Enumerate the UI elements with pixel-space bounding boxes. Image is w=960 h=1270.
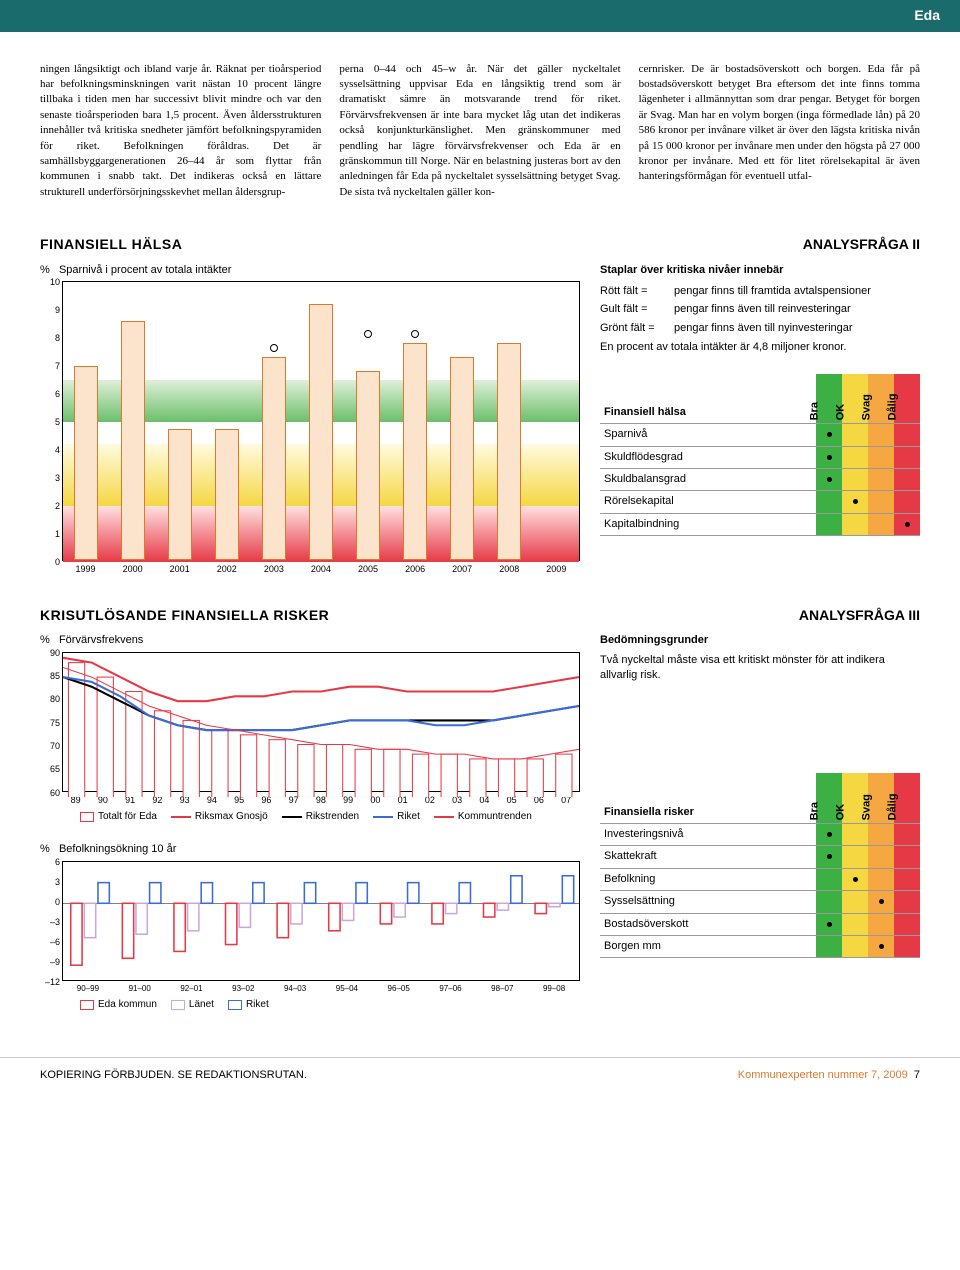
rating1-title: Finansiell hälsa <box>600 374 816 424</box>
footer-left: KOPIERING FÖRBJUDEN. SE REDAKTIONSRUTAN. <box>40 1068 307 1083</box>
rating-row: Rörelsekapital <box>600 491 920 513</box>
body-text-columns: ningen långsiktigt och ibland varje år. … <box>40 62 920 201</box>
legend-item: Länet <box>171 998 214 1012</box>
chart3-title: Befolkningsökning 10 år <box>59 843 176 855</box>
chart3 <box>62 861 580 981</box>
chart1 <box>62 281 580 561</box>
info1-row: Rött fält =pengar finns till framtida av… <box>600 284 920 299</box>
chart1-bar <box>168 429 192 560</box>
body-col-3: cernrisker. De är bostadsöverskott och b… <box>639 62 920 201</box>
info3-heading: Bedömningsgrunder <box>600 633 920 648</box>
rating-row: Kapitalbindning <box>600 513 920 535</box>
chart1-bar <box>403 343 427 560</box>
section-2-header: FINANSIELL HÄLSA ANALYSFRÅGA II <box>40 220 920 263</box>
info1-note: En procent av totala intäkter är 4,8 mil… <box>600 340 920 355</box>
chart1-title: Sparnivå i procent av totala intäkter <box>59 264 231 276</box>
chart1-bar <box>121 321 145 560</box>
rating-row: Skuldbalansgrad <box>600 468 920 490</box>
info1-heading: Staplar över kritiska nivåer innebär <box>600 263 920 278</box>
chart2-title: Förvärvsfrekvens <box>59 634 143 646</box>
chart1-ylabel: % <box>40 264 50 276</box>
rating-row: Sparnivå <box>600 424 920 446</box>
chart1-bar <box>309 304 333 560</box>
ratings-table-1: Finansiell hälsa Bra OK Svag Dålig Sparn… <box>600 374 920 536</box>
info3-text: Två nyckeltal måste visa ett kritiskt mö… <box>600 653 920 684</box>
chart2 <box>62 652 580 792</box>
legend-item: Riket <box>228 998 269 1012</box>
chart1-bar <box>74 366 98 561</box>
rating-row: Borgen mm <box>600 935 920 957</box>
section-3-label: ANALYSFRÅGA III <box>799 606 920 626</box>
chart2-ylabel: % <box>40 634 50 646</box>
ratings-table-2: Finansiella risker Bra OK Svag Dålig Inv… <box>600 773 920 958</box>
legend-item: Riket <box>373 810 420 824</box>
legend-item: Totalt för Eda <box>80 810 157 824</box>
chart1-bar <box>497 343 521 560</box>
footer-right: Kommunexperten nummer 7, 2009 7 <box>738 1068 920 1083</box>
chart3-ylabel: % <box>40 843 50 855</box>
legend-item: Eda kommun <box>80 998 157 1012</box>
section-3-header: KRISUTLÖSANDE FINANSIELLA RISKER ANALYSF… <box>40 591 920 634</box>
body-col-2: perna 0–44 och 45–w år. När det gäller n… <box>339 62 620 201</box>
chart1-bar <box>356 371 380 560</box>
rating-row: Befolkning <box>600 868 920 890</box>
chart1-bar <box>262 357 286 560</box>
chart1-bar <box>215 429 239 560</box>
header-title: Eda <box>914 7 940 23</box>
rating-row: Sysselsättning <box>600 891 920 913</box>
chart1-bar <box>450 357 474 560</box>
section-3-title: KRISUTLÖSANDE FINANSIELLA RISKER <box>40 606 329 626</box>
info1-row: Gult fält =pengar finns även till reinve… <box>600 302 920 317</box>
rating-row: Skuldflödesgrad <box>600 446 920 468</box>
body-col-1: ningen långsiktigt och ibland varje år. … <box>40 62 321 201</box>
legend-item: Kommuntrenden <box>434 810 532 824</box>
rating-row: Skattekraft <box>600 846 920 868</box>
section-2-label: ANALYSFRÅGA II <box>803 235 920 255</box>
section-2-title: FINANSIELL HÄLSA <box>40 235 182 255</box>
rating-row: Investeringsnivå <box>600 823 920 845</box>
page-footer: KOPIERING FÖRBJUDEN. SE REDAKTIONSRUTAN.… <box>0 1057 960 1093</box>
legend-item: Rikstrenden <box>282 810 359 824</box>
page-header: Eda <box>0 0 960 32</box>
legend-item: Riksmax Gnosjö <box>171 810 268 824</box>
rating2-title: Finansiella risker <box>600 773 816 823</box>
info1-row: Grönt fält =pengar finns även till nyinv… <box>600 321 920 336</box>
rating-row: Bostadsöverskott <box>600 913 920 935</box>
